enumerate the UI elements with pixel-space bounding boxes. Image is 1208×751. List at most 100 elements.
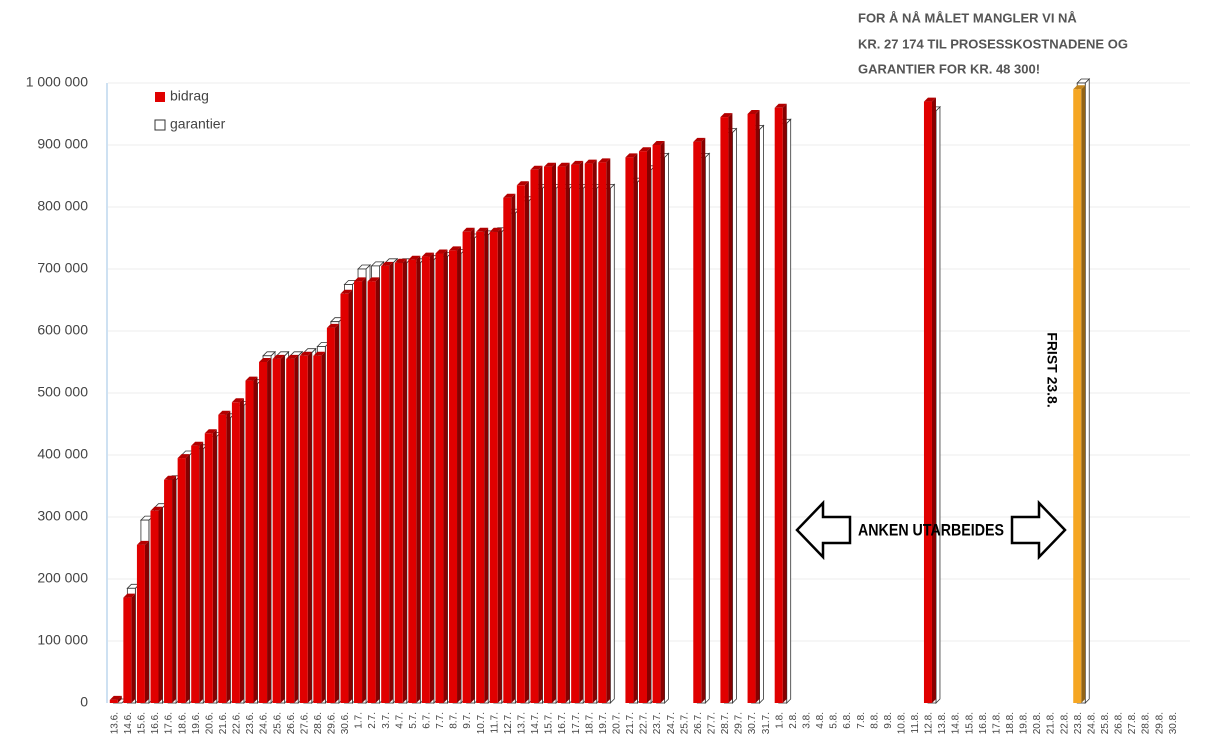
bar [774, 103, 787, 704]
bar [394, 258, 407, 703]
bar-side [782, 103, 787, 704]
bar [544, 162, 557, 703]
bar-side [704, 152, 710, 704]
bar-front [164, 479, 173, 703]
legend: bidrag garantier [154, 88, 226, 132]
x-tick-label: 21.7. [625, 712, 636, 734]
bar-top [150, 506, 163, 511]
legend-label: bidrag [170, 88, 209, 104]
legend-swatch [155, 92, 165, 102]
bar-side [321, 351, 326, 703]
bar [923, 97, 936, 704]
bar-top [462, 227, 475, 232]
bar-side [443, 249, 448, 703]
bar-side [429, 252, 434, 703]
bar-front [150, 510, 159, 703]
bar-top [354, 277, 367, 282]
bar-front [381, 265, 390, 703]
bar [299, 351, 312, 703]
bar-top [231, 398, 244, 403]
bar-top [191, 441, 204, 446]
bar-side [470, 227, 475, 704]
x-tick-label: 17.7. [571, 712, 582, 734]
x-tick-label: 25.7. [679, 712, 690, 734]
bar [530, 165, 543, 704]
bar-side [592, 159, 597, 704]
x-tick-label: 28.6. [313, 712, 324, 734]
x-tick-label: 13.7. [517, 712, 528, 734]
bar-top [381, 261, 394, 266]
bar-front [245, 380, 254, 703]
bar-top [123, 593, 136, 598]
bar-side [348, 289, 353, 703]
bar [462, 227, 475, 704]
goal-line: FOR Å NÅ MÅLET MANGLER VI NÅ [858, 10, 1077, 25]
bar [503, 193, 516, 703]
x-tick-label: 15.7. [544, 712, 555, 734]
bar-front [449, 250, 458, 703]
x-tick-label: 25.8. [1100, 712, 1111, 734]
x-tick-label: 21.6. [218, 712, 229, 734]
bar-side [524, 181, 529, 704]
appeal-label: ANKEN UTARBEIDES [858, 520, 1004, 539]
bar-side [172, 475, 177, 703]
x-tick-label: 29.8. [1154, 712, 1165, 734]
bar-front [408, 259, 417, 703]
bar-top [530, 165, 543, 170]
bar-front [394, 262, 403, 703]
bar-front [123, 597, 132, 703]
bar [720, 113, 733, 704]
bar-top [408, 255, 421, 260]
x-tick-label: 19.8. [1019, 712, 1030, 734]
x-tick-label: 31.7. [761, 712, 772, 734]
legend-swatch [154, 119, 166, 131]
y-tick-label: 200 000 [37, 570, 88, 586]
bar-front [299, 355, 308, 703]
bar-top [489, 227, 502, 232]
bar-front [177, 458, 186, 703]
bar-front [259, 362, 268, 703]
bar-top [747, 110, 760, 114]
y-tick-label: 400 000 [37, 446, 88, 462]
bar-side [212, 429, 217, 703]
x-tick-label: 16.7. [557, 712, 568, 734]
bar-side [239, 398, 244, 703]
bar-side [457, 246, 462, 703]
x-tick-label: 1.8. [774, 712, 785, 729]
bar-top [516, 181, 529, 186]
x-tick-label: 18.6. [177, 712, 188, 734]
x-tick-label: 11.8. [910, 712, 921, 734]
x-tick-label: 15.6. [137, 712, 148, 734]
x-tick-label: 23.8. [1073, 712, 1084, 734]
x-tick-label: 8.7. [449, 712, 460, 729]
bar [367, 277, 380, 703]
x-tick-label: 20.6. [204, 712, 215, 734]
bar-front [774, 107, 783, 704]
bar-front [435, 253, 444, 703]
x-tick-label: 3.7. [381, 712, 392, 729]
bar-side [253, 376, 258, 703]
x-tick-label: 29.7. [734, 712, 745, 734]
bar-side [226, 410, 231, 703]
bar-side [647, 147, 651, 703]
bar-top [639, 147, 651, 152]
y-tick-label: 700 000 [37, 260, 88, 276]
bar [123, 593, 136, 703]
bar-front [516, 185, 525, 704]
bar-front [503, 197, 512, 703]
bar [191, 441, 204, 703]
bar-side [416, 255, 421, 703]
bar-side [1081, 85, 1086, 703]
x-tick-label: 14.8. [951, 712, 962, 734]
bar-top [571, 160, 584, 165]
bar-top [367, 277, 380, 282]
x-tick-label: 10.7. [476, 712, 487, 734]
x-tick-label: 16.6. [150, 712, 161, 734]
x-tick-label: 23.6. [245, 712, 256, 734]
x-tick-label: 7.8. [856, 712, 867, 729]
right-arrow [1010, 499, 1067, 561]
bar-front [489, 231, 498, 704]
x-tick-label: 19.6. [191, 712, 202, 734]
x-tick-label: 30.7. [747, 712, 758, 734]
bar-side [199, 441, 204, 703]
